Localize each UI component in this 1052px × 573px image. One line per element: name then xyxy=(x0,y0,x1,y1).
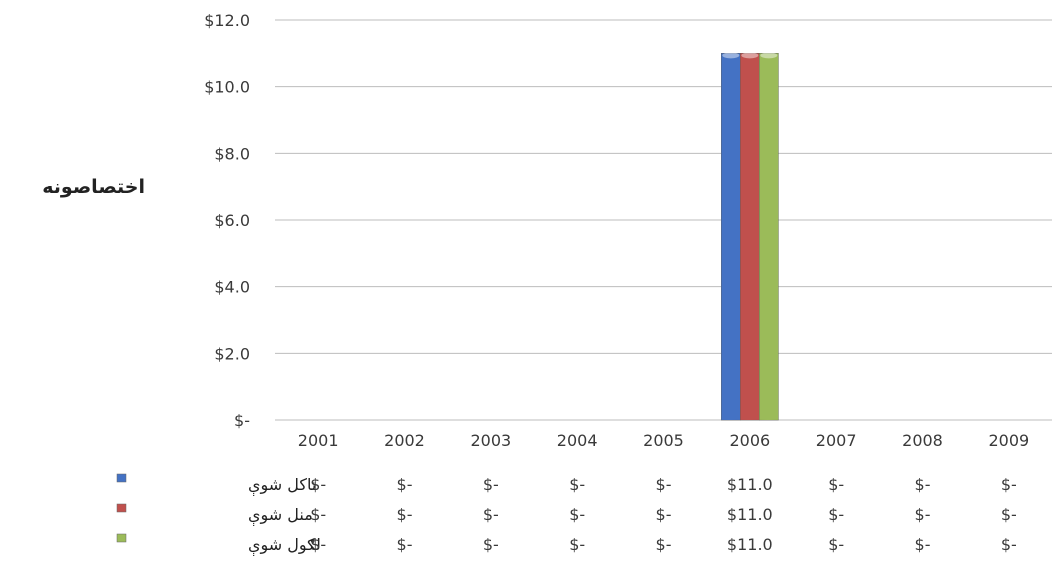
x-tick-label: 2008 xyxy=(902,431,943,450)
legend-swatch xyxy=(116,503,127,513)
x-tick-label: 2002 xyxy=(384,431,425,450)
y-axis-ticks: $- $2.0 $4.0 $6.0 $8.0 $10.0 $12.0 xyxy=(204,11,250,430)
data-table: تاکل شوې$- $- $- $- $- $11.0 $- $- $-منل شوې$- $-… xyxy=(116,473,1017,557)
x-tick-label: 2004 xyxy=(557,431,598,450)
table-cell: $- xyxy=(310,475,326,494)
bar-shading xyxy=(740,53,760,420)
bar-shading xyxy=(759,53,779,420)
table-cell: $- xyxy=(483,475,499,494)
x-tick-label: 2001 xyxy=(298,431,339,450)
y-tick-label: $12.0 xyxy=(204,11,250,30)
x-axis-ticks: 2001 2002 2003 2004 2005 2006 2007 2008 2009 xyxy=(298,431,1029,450)
bar-shading xyxy=(721,53,741,420)
gridlines xyxy=(275,19,1052,421)
x-tick-label: 2009 xyxy=(988,431,1029,450)
table-cell: $- xyxy=(397,535,413,554)
table-cell: $- xyxy=(1001,535,1017,554)
table-cell: $- xyxy=(397,505,413,524)
table-cell: $- xyxy=(915,505,931,524)
legend-label: منل شوې xyxy=(248,505,313,527)
table-cell: $11.0 xyxy=(727,475,773,494)
x-tick-label: 2003 xyxy=(470,431,511,450)
bar-cap xyxy=(722,52,740,59)
legend-label: لګول شوې xyxy=(248,535,321,557)
table-cell: $- xyxy=(1001,505,1017,524)
legend-swatch xyxy=(116,473,127,483)
y-tick-label: $6.0 xyxy=(214,211,250,230)
table-cell: $- xyxy=(1001,475,1017,494)
y-tick-label: $4.0 xyxy=(214,278,250,297)
legend-swatch xyxy=(116,533,127,543)
table-cell: $- xyxy=(397,475,413,494)
x-tick-label: 2007 xyxy=(816,431,857,450)
y-tick-label: $10.0 xyxy=(204,78,250,97)
table-cell: $- xyxy=(656,505,672,524)
table-cell: $- xyxy=(656,535,672,554)
y-tick-label: $8.0 xyxy=(214,144,250,163)
y-tick-label: $- xyxy=(234,411,250,430)
table-cell: $- xyxy=(656,475,672,494)
table-cell: $- xyxy=(915,535,931,554)
legend-label: تاکل شوې xyxy=(248,475,316,497)
table-cell: $11.0 xyxy=(727,535,773,554)
x-tick-label: 2006 xyxy=(729,431,770,450)
x-tick-label: 2005 xyxy=(643,431,684,450)
y-tick-label: $2.0 xyxy=(214,344,250,363)
table-cell: $- xyxy=(828,535,844,554)
bars xyxy=(721,52,779,421)
bar-cap xyxy=(760,52,778,59)
table-cell: $- xyxy=(828,475,844,494)
table-cell: $- xyxy=(828,505,844,524)
table-cell: $- xyxy=(483,505,499,524)
table-cell: $- xyxy=(310,505,326,524)
bar-cap xyxy=(741,52,759,59)
table-cell: $11.0 xyxy=(727,505,773,524)
table-cell: $- xyxy=(569,505,585,524)
y-axis-label: اختصاصونه xyxy=(42,176,145,198)
table-cell: $- xyxy=(569,475,585,494)
table-cell: $- xyxy=(483,535,499,554)
table-cell: $- xyxy=(915,475,931,494)
table-cell: $- xyxy=(569,535,585,554)
table-cell: $- xyxy=(310,535,326,554)
